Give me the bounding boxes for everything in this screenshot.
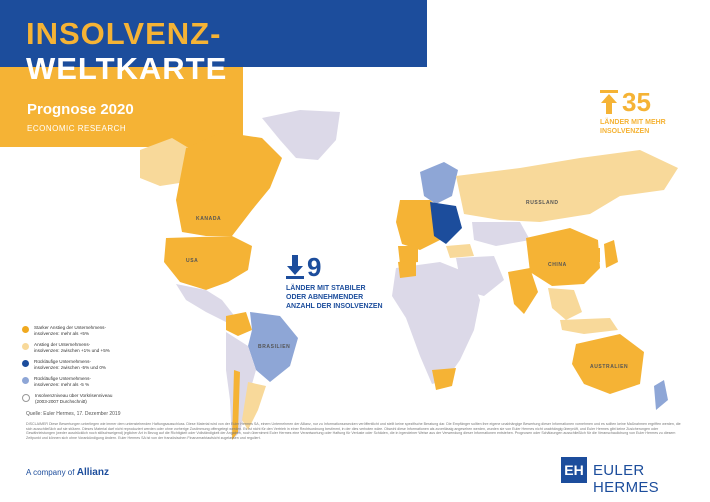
alaska xyxy=(140,138,192,186)
legend-item: Rückläufige Unternehmens- insolvenzen: m… xyxy=(22,376,172,388)
stat-down-label-line-2: ODER ABNEHMENDER xyxy=(286,294,364,301)
arrow-down-icon xyxy=(286,255,304,279)
usa xyxy=(164,236,252,290)
stat-up-number: 35 xyxy=(622,87,651,117)
turkey xyxy=(446,244,474,258)
chile xyxy=(232,370,240,440)
stat-down-label-line-1: LÄNDER MIT STABILER xyxy=(286,285,366,292)
australien xyxy=(572,334,644,394)
legend-text: Rückläufige Unternehmens- insolvenzen: z… xyxy=(34,359,107,370)
mexico xyxy=(176,284,236,322)
canada xyxy=(176,132,282,236)
title-line-1: INSOLVENZ- xyxy=(26,16,222,51)
allianz-logo: Allianz xyxy=(76,467,109,478)
legend-text: Insolvenzniveau über Vorkrisenniveau (20… xyxy=(35,393,113,404)
greenland xyxy=(262,110,340,160)
pin-icon xyxy=(22,394,30,402)
legend: Starker Anstieg der Unternehmens- insolv… xyxy=(22,325,172,410)
legend-swatch xyxy=(22,326,29,333)
header-band-orange xyxy=(0,67,243,147)
morocco xyxy=(398,260,416,278)
legend-item: Starker Anstieg der Unternehmens- insolv… xyxy=(22,325,172,337)
legend-swatch xyxy=(22,377,29,384)
label-russland: RUSSLAND xyxy=(526,200,559,206)
stat-down-number: 9 xyxy=(307,252,322,282)
legend-text: Anstieg der Unternehmens- insolvenzen: z… xyxy=(34,342,110,353)
indonesia xyxy=(560,318,618,334)
stat-up-label: LÄNDER MIT MEHR INSOLVENZEN xyxy=(600,118,666,136)
department-label: ECONOMIC RESEARCH xyxy=(27,124,127,133)
legend-item: Anstieg der Unternehmens- insolvenzen: z… xyxy=(22,342,172,354)
scandinavia xyxy=(420,162,458,204)
company-prefix: A company of xyxy=(26,468,75,477)
iberia xyxy=(398,246,418,264)
russland xyxy=(456,150,678,222)
korea xyxy=(592,248,600,262)
source-note: Quelle: Euler Hermes, 17. Dezember 2019 xyxy=(26,411,121,417)
label-china: CHINA xyxy=(548,262,567,268)
arrow-up-icon xyxy=(600,90,618,114)
legend-swatch xyxy=(22,360,29,367)
company-line: A company of Allianz xyxy=(26,467,109,478)
header-band-blue xyxy=(0,0,427,67)
legend-text: Rückläufige Unternehmens- insolvenzen: m… xyxy=(34,376,91,387)
kazakhstan xyxy=(472,222,530,246)
stat-down-label: LÄNDER MIT STABILER ODER ABNEHMENDER ANZ… xyxy=(286,284,383,311)
legend-text: Starker Anstieg der Unternehmens- insolv… xyxy=(34,325,107,336)
china xyxy=(526,228,600,286)
japan xyxy=(604,240,618,268)
south-africa xyxy=(432,368,456,390)
europe-central xyxy=(430,202,462,244)
legend-item: Insolvenzniveau über Vorkrisenniveau (20… xyxy=(22,393,172,405)
legend-item: Rückläufige Unternehmens- insolvenzen: z… xyxy=(22,359,172,371)
stat-down-label-line-3: ANZAHL DER INSOLVENZEN xyxy=(286,303,383,310)
colombia xyxy=(226,312,252,336)
new-zealand xyxy=(654,380,668,410)
southeast-asia xyxy=(548,288,582,320)
title-line-2: WELTKARTE xyxy=(26,51,228,86)
label-brasilien: BRASILIEN xyxy=(258,344,291,350)
label-kanada: KANADA xyxy=(196,216,222,222)
argentina xyxy=(242,382,266,430)
brasilien xyxy=(248,312,298,382)
india xyxy=(508,268,538,314)
disclaimer: DISCLAIMER Diese Bewertungen unterliegen… xyxy=(26,422,681,440)
africa xyxy=(392,262,480,384)
stat-up-label-line-1: LÄNDER MIT MEHR xyxy=(600,119,666,126)
euler-hermes-logo-icon: EH xyxy=(561,457,587,483)
euler-hermes-wordmark: EULER HERMES xyxy=(593,462,659,496)
subtitle: Prognose 2020 xyxy=(27,101,134,118)
legend-swatch xyxy=(22,343,29,350)
label-australien: AUSTRALIEN xyxy=(590,364,629,370)
stat-up-label-line-2: INSOLVENZEN xyxy=(600,128,650,135)
label-usa: USA xyxy=(186,258,199,264)
